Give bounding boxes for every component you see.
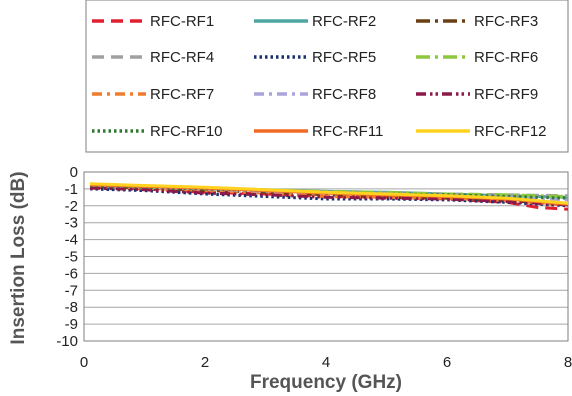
tick-labels: 0-1-2-3-4-5-6-7-8-9-100 2 4 6 8: [56, 164, 572, 371]
plot-area: [83, 171, 569, 342]
legend-label-rfc-rf1: RFC-RF1: [150, 13, 214, 30]
x-tick-label: 2: [201, 354, 209, 371]
legend-label-rfc-rf12: RFC-RF12: [474, 123, 547, 140]
legend-label-rfc-rf11: RFC-RF11: [312, 123, 383, 140]
legend-label-rfc-rf10: RFC-RF10: [150, 123, 223, 140]
y-axis-title: Insertion Loss (dB): [8, 171, 29, 344]
legend-label-rfc-rf6: RFC-RF6: [474, 49, 538, 66]
legend-label-rfc-rf8: RFC-RF8: [312, 86, 376, 103]
legend-label-rfc-rf2: RFC-RF2: [312, 13, 376, 30]
legend-label-rfc-rf3: RFC-RF3: [474, 13, 538, 30]
legend-label-rfc-rf9: RFC-RF9: [474, 86, 538, 103]
legend-label-rfc-rf4: RFC-RF4: [150, 49, 214, 66]
y-tick-label: -5: [65, 249, 78, 266]
plot-border: [83, 171, 569, 342]
y-tick-label: 0: [70, 164, 78, 181]
series-line-rfc-rf9: [89, 186, 569, 207]
x-tick-label: 6: [443, 354, 451, 371]
y-tick-label: -10: [56, 333, 78, 350]
y-tick-label: -8: [65, 299, 78, 316]
y-tick-label: -3: [65, 215, 78, 232]
y-tick-label: -2: [65, 198, 78, 215]
series-line-rfc-rf12: [89, 182, 569, 205]
legend-label-rfc-rf5: RFC-RF5: [312, 49, 376, 66]
y-tick-label: -4: [65, 232, 78, 249]
x-tick-label: 4: [322, 354, 330, 371]
x-tick-label: 8: [564, 354, 572, 371]
series-layer: [89, 182, 569, 211]
legend-box: [85, 0, 569, 153]
y-tick-label: -6: [65, 265, 78, 282]
y-tick-label: -1: [65, 181, 78, 198]
y-tick-label: -7: [65, 282, 78, 299]
x-axis-title: Frequency (GHz): [250, 372, 402, 393]
legend-label-rfc-rf7: RFC-RF7: [150, 86, 214, 103]
legend: RFC-RF1 RFC-RF2 RFC-RF3 RFC-RF4 RFC-RF5 RFC-R…: [85, 0, 569, 153]
y-tick-label: -9: [65, 316, 78, 333]
x-tick-label: 0: [80, 354, 88, 371]
